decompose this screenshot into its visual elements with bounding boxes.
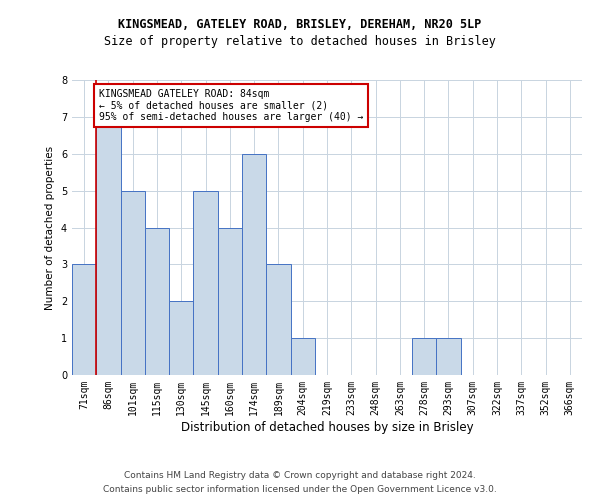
Bar xyxy=(72,264,96,375)
Text: KINGSMEAD GATELEY ROAD: 84sqm
← 5% of detached houses are smaller (2)
95% of sem: KINGSMEAD GATELEY ROAD: 84sqm ← 5% of de… xyxy=(99,89,363,122)
Bar xyxy=(242,154,266,375)
Bar xyxy=(290,338,315,375)
Bar xyxy=(218,228,242,375)
X-axis label: Distribution of detached houses by size in Brisley: Distribution of detached houses by size … xyxy=(181,420,473,434)
Bar xyxy=(121,190,145,375)
Y-axis label: Number of detached properties: Number of detached properties xyxy=(46,146,55,310)
Text: KINGSMEAD, GATELEY ROAD, BRISLEY, DEREHAM, NR20 5LP: KINGSMEAD, GATELEY ROAD, BRISLEY, DEREHA… xyxy=(118,18,482,30)
Text: Contains HM Land Registry data © Crown copyright and database right 2024.: Contains HM Land Registry data © Crown c… xyxy=(124,472,476,480)
Bar xyxy=(193,190,218,375)
Bar xyxy=(145,228,169,375)
Text: Size of property relative to detached houses in Brisley: Size of property relative to detached ho… xyxy=(104,35,496,48)
Text: Contains public sector information licensed under the Open Government Licence v3: Contains public sector information licen… xyxy=(103,486,497,494)
Bar xyxy=(96,117,121,375)
Bar xyxy=(169,301,193,375)
Bar xyxy=(412,338,436,375)
Bar xyxy=(266,264,290,375)
Bar xyxy=(436,338,461,375)
